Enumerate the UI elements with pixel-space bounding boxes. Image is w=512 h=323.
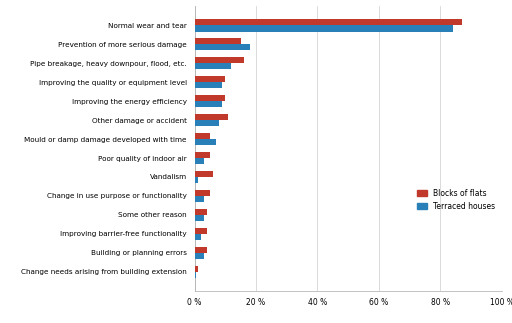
Bar xyxy=(195,266,198,272)
Bar xyxy=(195,158,204,164)
Legend: Blocks of flats, Terraced houses: Blocks of flats, Terraced houses xyxy=(414,186,498,214)
Bar xyxy=(195,196,204,202)
Bar xyxy=(195,171,213,177)
Bar xyxy=(195,63,231,69)
Bar xyxy=(195,19,462,26)
Bar xyxy=(195,152,210,158)
Bar xyxy=(195,177,198,183)
Bar xyxy=(195,114,228,120)
Bar xyxy=(195,133,210,139)
Bar xyxy=(195,95,225,101)
Bar xyxy=(195,209,207,215)
Bar xyxy=(195,26,453,32)
Bar xyxy=(195,228,207,234)
Bar xyxy=(195,120,219,126)
Bar xyxy=(195,234,201,240)
Bar xyxy=(195,44,250,50)
Bar xyxy=(195,272,196,278)
Bar xyxy=(195,38,241,44)
Bar xyxy=(195,215,204,221)
Bar xyxy=(195,190,210,196)
Bar xyxy=(195,82,222,88)
Bar xyxy=(195,101,222,107)
Bar xyxy=(195,76,225,82)
Bar xyxy=(195,247,207,253)
Bar xyxy=(195,57,244,63)
Bar xyxy=(195,139,216,145)
Bar xyxy=(195,253,204,259)
